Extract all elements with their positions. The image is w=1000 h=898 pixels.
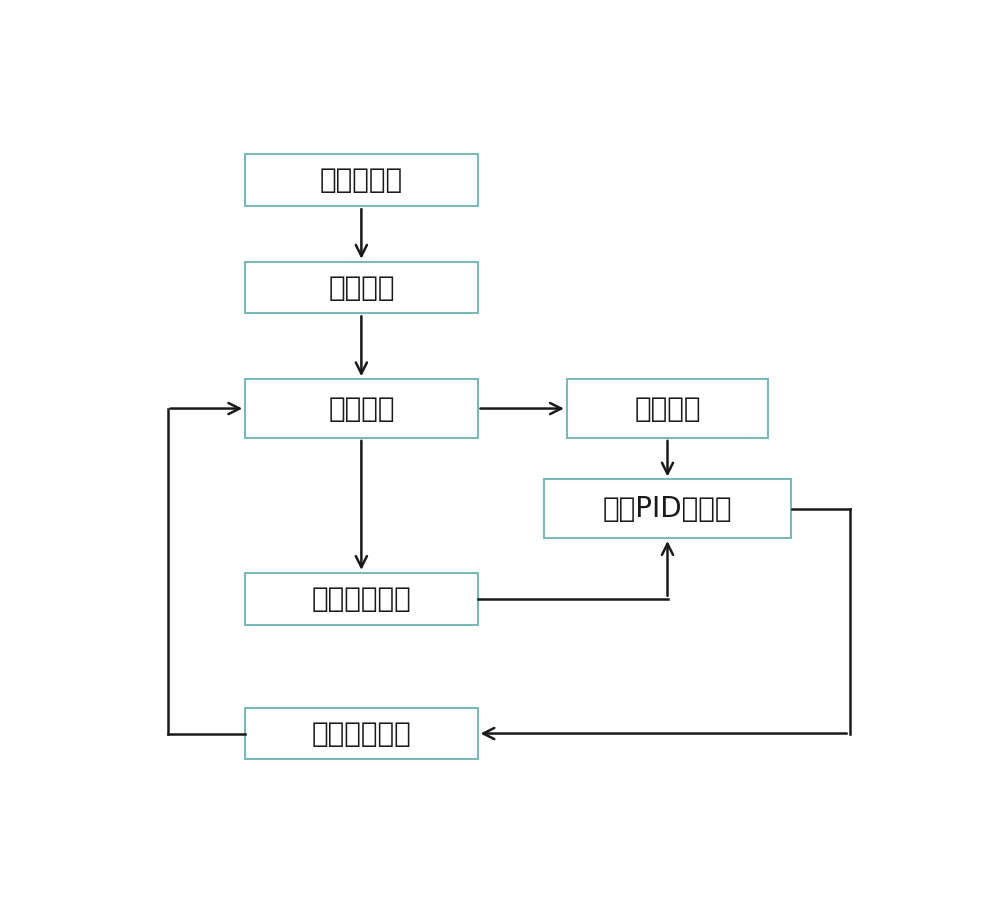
FancyBboxPatch shape [544, 480, 791, 538]
FancyBboxPatch shape [245, 154, 478, 207]
FancyBboxPatch shape [245, 379, 478, 438]
Text: 比较单元: 比较单元 [328, 394, 395, 423]
Text: 第二重启单元: 第二重启单元 [312, 719, 411, 747]
Text: 控制单元: 控制单元 [634, 394, 701, 423]
Text: 第一重启单元: 第一重启单元 [312, 585, 411, 612]
Text: 压力传感器: 压力传感器 [320, 166, 403, 194]
FancyBboxPatch shape [245, 708, 478, 760]
Text: 压力PID控制器: 压力PID控制器 [603, 495, 732, 523]
Text: 监测单元: 监测单元 [328, 274, 395, 302]
FancyBboxPatch shape [245, 573, 478, 625]
FancyBboxPatch shape [567, 379, 768, 438]
FancyBboxPatch shape [245, 261, 478, 313]
